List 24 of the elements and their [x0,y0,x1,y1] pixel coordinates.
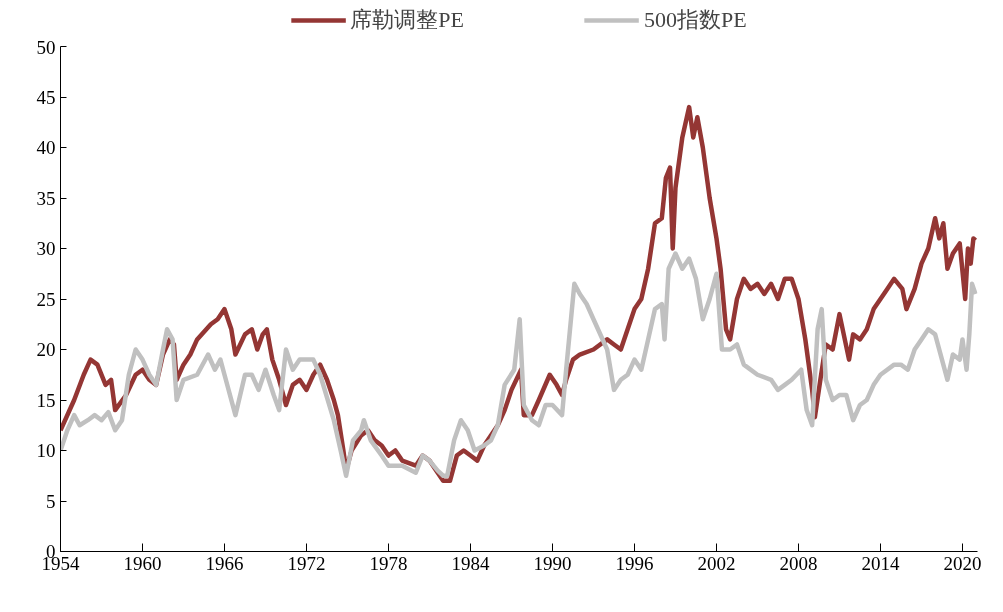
y-tick-label: 20 [36,339,56,360]
x-tick-label: 2002 [697,552,736,574]
y-tick-label: 45 [36,86,56,108]
x-tick-label: 2020 [943,552,982,574]
legend-label: 席勒调整PE [350,6,464,34]
x-tick-label: 1996 [615,552,654,574]
x-tick-label: 2014 [861,552,900,574]
x-tick-label: 1990 [533,552,572,574]
y-tick-label: 35 [36,187,56,209]
x-tick-label: 1972 [287,552,326,574]
y-tick-label: 30 [36,238,56,259]
y-tick-label: 25 [36,288,56,310]
y-tick-label: 5 [46,490,56,512]
y-tick-label: 50 [36,36,56,58]
x-tick-label: 1984 [451,552,490,574]
x-tick-label: 2008 [779,552,818,574]
y-tick-label: 15 [36,389,56,411]
legend-label: 500指数PE [644,6,747,34]
line-series [60,251,978,478]
x-tick-label: 1960 [123,552,162,574]
x-tick-label: 1966 [205,552,244,574]
y-tick-label: 40 [36,137,56,158]
y-tick-label: 10 [36,440,56,461]
x-tick-label: 1978 [369,552,408,574]
